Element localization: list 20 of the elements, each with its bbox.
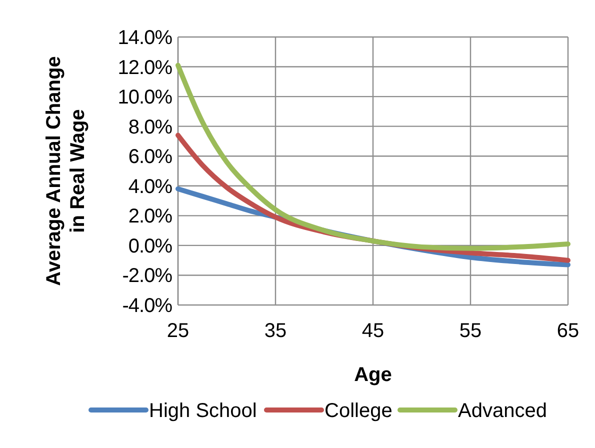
x-tick-label: 55 <box>459 320 482 342</box>
y-tick-label: 8.0% <box>128 116 173 138</box>
y-tick-label: 0.0% <box>128 235 173 258</box>
x-axis-title: Age <box>354 364 392 386</box>
y-tick-label: 14.0% <box>118 27 173 49</box>
y-tick-label: 2.0% <box>128 206 173 228</box>
legend-label: High School <box>149 400 257 422</box>
y-tick-label: 12.0% <box>118 56 173 79</box>
y-tick-label: 10.0% <box>118 86 173 109</box>
y-tick-label: -4.0% <box>122 295 173 317</box>
legend-label: College <box>324 400 392 422</box>
x-tick-label: 25 <box>166 320 190 342</box>
x-tick-label: 45 <box>362 320 384 342</box>
y-tick-label: 6.0% <box>128 146 173 168</box>
legend-label: Advanced <box>458 400 547 422</box>
y-tick-label: -2.0% <box>122 265 173 288</box>
y-tick-label: 4.0% <box>128 176 173 198</box>
y-axis-title: Average Annual Change in Real Wage <box>43 56 89 286</box>
x-tick-label: 35 <box>264 320 287 342</box>
x-tick-label: 65 <box>556 320 580 342</box>
